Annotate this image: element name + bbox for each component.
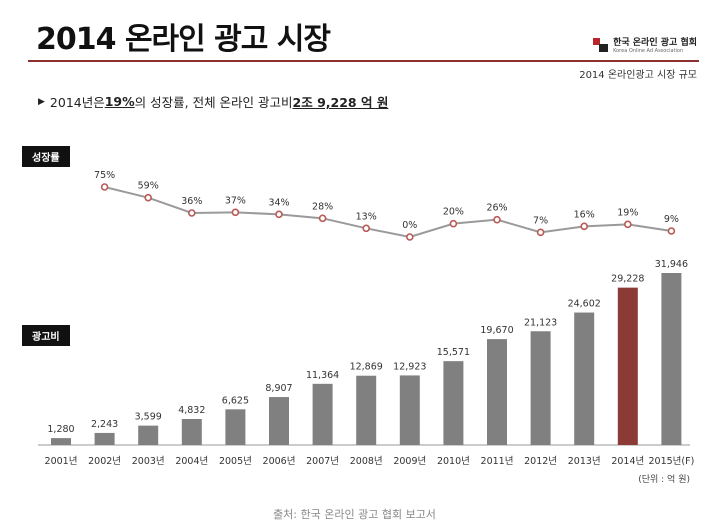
headline-total: 2조 9,228 억 원 [292, 95, 389, 110]
growth-point-2002년 [100, 183, 109, 191]
association-logo: 한국 온라인 광고 협회 Korea Online Ad Association [593, 38, 697, 54]
bar-value-label: 12,869 [350, 362, 383, 373]
x-tick-label: 2009년 [393, 456, 426, 467]
growth-point-2011년 [493, 215, 501, 224]
x-tick-label: 2014년 [611, 456, 644, 467]
x-tick-label: 2015년(F) [649, 456, 695, 467]
bar-2008년 [356, 375, 377, 445]
bar-value-label: 6,625 [222, 395, 249, 406]
bar-2013년 [574, 312, 595, 445]
bar-value-label: 21,123 [524, 317, 557, 328]
bar-value-label: 15,571 [437, 347, 470, 358]
logo-name-english: Korea Online Ad Association [613, 48, 684, 54]
source-note: 출처: 한국 온라인 광고 협회 보고서 [273, 508, 436, 521]
title-rule [28, 60, 699, 62]
growth-point-2004년 [188, 209, 196, 217]
bar-value-label: 29,228 [611, 274, 644, 285]
headline-pre: 2014년은 [49, 95, 105, 110]
growth-value-label: 20% [443, 207, 464, 218]
growth-value-label: 26% [486, 203, 507, 214]
bar-2007년 [312, 383, 333, 445]
logo-name: 한국 온라인 광고 협회 [613, 38, 697, 48]
page-subtitle: 2014 온라인광고 시장 규모 [579, 70, 697, 81]
bar-value-label: 11,364 [306, 370, 339, 381]
growth-value-label: 7% [533, 215, 548, 226]
x-tick-label: 2001년 [45, 456, 78, 467]
headline: ▶ 2014년은 19% 의 성장률, 전체 온라인 광고비 2조 9,228 … [38, 92, 388, 111]
bar-2006년 [269, 397, 289, 445]
growth-value-label: 19% [617, 207, 638, 218]
growth-point-2015년(F) [667, 227, 676, 235]
growth-point-2007년 [318, 214, 327, 223]
growth-line [104, 186, 672, 239]
growth-point-2014년 [623, 220, 632, 229]
growth-value-label: 9% [664, 214, 679, 225]
growth-value-label: 34% [268, 197, 289, 208]
x-tick-label: 2011년 [481, 456, 514, 467]
growth-point-2013년 [580, 222, 589, 231]
growth-point-2003년 [144, 193, 152, 202]
bar-2004년 [181, 418, 202, 445]
headline-mid: 의 성장률, 전체 온라인 광고비 [134, 95, 293, 110]
growth-point-2006년 [275, 210, 283, 219]
bar-2001년 [51, 438, 71, 445]
bar-value-label: 12,923 [393, 361, 426, 372]
x-tick-label: 2005년 [219, 456, 252, 467]
bar-2010년 [443, 361, 464, 445]
growth-value-label: 0% [402, 220, 417, 231]
growth-point-2009년 [405, 233, 414, 241]
unit-label: (단위 : 억 원) [638, 473, 690, 485]
growth-point-2005년 [231, 208, 240, 217]
headline-growth: 19% [104, 94, 135, 109]
bar-2011년 [487, 339, 507, 445]
bar-value-label: 19,670 [480, 325, 513, 336]
growth-value-label: 75% [94, 170, 115, 181]
bar-2015년(F) [661, 273, 682, 445]
bar-value-label: 4,832 [178, 405, 205, 416]
growth-value-label: 16% [574, 209, 595, 220]
x-tick-label: 2012년 [524, 456, 557, 467]
bar-2005년 [225, 409, 246, 445]
growth-value-label: 13% [356, 211, 377, 222]
x-tick-label: 2010년 [437, 456, 470, 467]
bar-value-label: 31,946 [655, 259, 688, 270]
bar-2002년 [94, 432, 115, 445]
bar-2012년 [530, 331, 551, 445]
bar-value-label: 1,280 [47, 424, 74, 435]
x-tick-label: 2006년 [263, 456, 296, 467]
page-title: 2014 온라인 광고 시장 [36, 22, 331, 57]
growth-point-2012년 [536, 228, 545, 237]
x-tick-label: 2004년 [175, 456, 208, 467]
bar-value-label: 3,599 [135, 412, 162, 423]
growth-point-2010년 [449, 219, 458, 228]
x-tick-label: 2013년 [568, 456, 601, 467]
bar-2003년 [138, 425, 159, 445]
growth-value-label: 28% [312, 201, 333, 212]
bar-value-label: 24,602 [568, 299, 601, 310]
ad-market-chart: 1,280 2001년 2,243 2002년 3,599 2003년 4,832 2004년… [38, 170, 695, 485]
bar-value-label: 2,243 [91, 419, 118, 430]
x-tick-label: 2008년 [350, 456, 383, 467]
bar-2009년 [399, 375, 420, 445]
growth-value-label: 37% [225, 195, 246, 206]
growth-point-2008년 [362, 224, 371, 233]
bar-value-label: 8,907 [265, 383, 292, 394]
x-tick-label: 2002년 [88, 456, 121, 467]
bar-2014년 [617, 287, 638, 445]
growth-value-label: 59% [138, 181, 159, 192]
ad-spend-tag: 광고비 [22, 325, 70, 346]
logo-mark-icon [593, 38, 609, 52]
growth-value-label: 36% [181, 196, 202, 207]
x-tick-label: 2003년 [132, 456, 165, 467]
growth-rate-tag: 성장률 [22, 146, 70, 167]
bullet-icon: ▶ [38, 96, 45, 107]
x-tick-label: 2007년 [306, 456, 339, 467]
